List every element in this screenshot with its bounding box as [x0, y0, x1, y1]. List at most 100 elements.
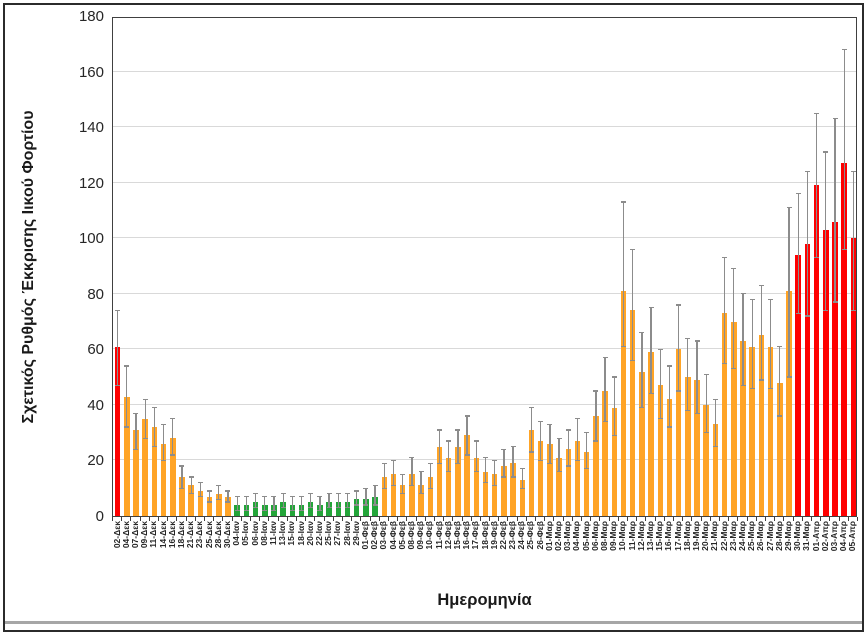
bar: [574, 441, 581, 516]
error-bar-cap: [354, 490, 360, 492]
bar: [252, 502, 259, 516]
error-bar-cap: [795, 312, 801, 314]
error-bar: [254, 493, 257, 508]
x-axis-tick: [470, 517, 472, 521]
error-bar-cap: [161, 423, 167, 425]
bar: [777, 382, 783, 516]
error-bar-cap: [243, 509, 249, 512]
bar: [445, 457, 452, 516]
bar: [758, 335, 765, 516]
error-bar-cap: [777, 345, 783, 348]
error-bar-cap: [335, 507, 341, 509]
x-axis-tick: [139, 517, 141, 521]
error-bar-cap: [510, 476, 516, 478]
error-bar-cap: [565, 429, 571, 431]
error-bar-cap: [823, 151, 829, 153]
bar: [832, 221, 838, 516]
error-bar-cap: [593, 390, 599, 392]
bar: [666, 399, 673, 516]
error-bar-cap: [326, 493, 332, 495]
x-axis-tick: [360, 517, 362, 521]
error-bar: [356, 491, 358, 505]
error-bar: [852, 171, 855, 311]
error-bar-cap: [850, 309, 856, 312]
error-bar: [779, 346, 781, 416]
error-bar-cap: [639, 332, 645, 334]
error-bar-cap: [225, 490, 231, 492]
x-axis-tick-label: 18-Φεβ: [479, 521, 490, 550]
error-bar-cap: [676, 304, 682, 306]
error-bar-cap: [795, 193, 801, 195]
error-bar-cap: [170, 454, 176, 456]
error-bar: [751, 299, 753, 389]
error-bar-cap: [271, 495, 277, 498]
error-bar-cap: [712, 445, 718, 448]
x-axis-tick: [148, 517, 150, 521]
x-axis-tick-label: 31-Μαρ: [801, 521, 812, 551]
error-bar-cap: [841, 248, 847, 250]
error-bar: [374, 485, 376, 505]
error-bar: [668, 366, 671, 428]
bar: [390, 474, 397, 516]
bar: [482, 471, 489, 516]
error-bar: [365, 488, 367, 505]
bar: [114, 346, 121, 516]
x-axis-tick: [645, 517, 647, 521]
error-bar-cap: [253, 493, 259, 495]
bar: [740, 341, 746, 516]
error-bar: [677, 304, 680, 391]
x-axis-tick: [792, 517, 794, 521]
x-axis-tick: [700, 517, 702, 521]
bar: [151, 427, 158, 516]
error-bar-cap: [289, 509, 295, 512]
error-bar-cap: [372, 484, 378, 487]
x-axis-tick: [305, 517, 307, 521]
x-axis-tick: [259, 517, 261, 521]
error-bar: [825, 152, 827, 311]
x-axis-tick: [755, 517, 757, 521]
error-bar: [144, 399, 146, 439]
error-bar: [300, 496, 303, 511]
bar: [795, 254, 801, 516]
x-axis-tick: [516, 517, 518, 521]
error-bar-cap: [437, 429, 442, 431]
gridline: [113, 70, 856, 72]
error-bar-cap: [483, 457, 488, 459]
error-bar-cap: [151, 445, 157, 448]
error-bar-cap: [703, 373, 709, 375]
error-bar-cap: [648, 393, 654, 395]
error-bar-cap: [345, 493, 351, 495]
error-bar-cap: [685, 337, 691, 339]
error-bar: [429, 463, 431, 489]
bar: [823, 229, 829, 516]
x-axis-tick: [838, 517, 840, 521]
bar: [197, 491, 204, 516]
error-bar: [438, 429, 441, 464]
error-bar: [512, 446, 514, 478]
bar: [372, 496, 378, 516]
x-axis-tick: [489, 517, 491, 521]
x-axis-tick: [765, 517, 767, 521]
bar: [813, 185, 820, 516]
x-axis-tick: [231, 517, 233, 521]
error-bar-cap: [409, 457, 415, 459]
bar: [436, 446, 443, 516]
x-axis-tick: [332, 517, 334, 521]
error-bar-cap: [804, 170, 810, 173]
error-bar-cap: [225, 501, 231, 503]
error-bar-cap: [574, 459, 580, 462]
error-bar-cap: [814, 257, 820, 259]
bar: [188, 485, 194, 516]
error-bar-cap: [611, 376, 617, 378]
error-bar: [264, 496, 266, 511]
x-axis-tick: [599, 517, 601, 521]
error-bar-cap: [207, 501, 213, 503]
error-bar-cap: [685, 409, 691, 412]
error-bar-cap: [777, 415, 783, 417]
x-axis-tick-label: 25-Φεβ: [525, 521, 536, 550]
error-bar: [199, 482, 202, 497]
error-bar-cap: [391, 484, 397, 487]
x-axis-tick: [857, 517, 858, 521]
x-axis-tick: [443, 517, 445, 521]
error-bar-cap: [381, 487, 387, 489]
